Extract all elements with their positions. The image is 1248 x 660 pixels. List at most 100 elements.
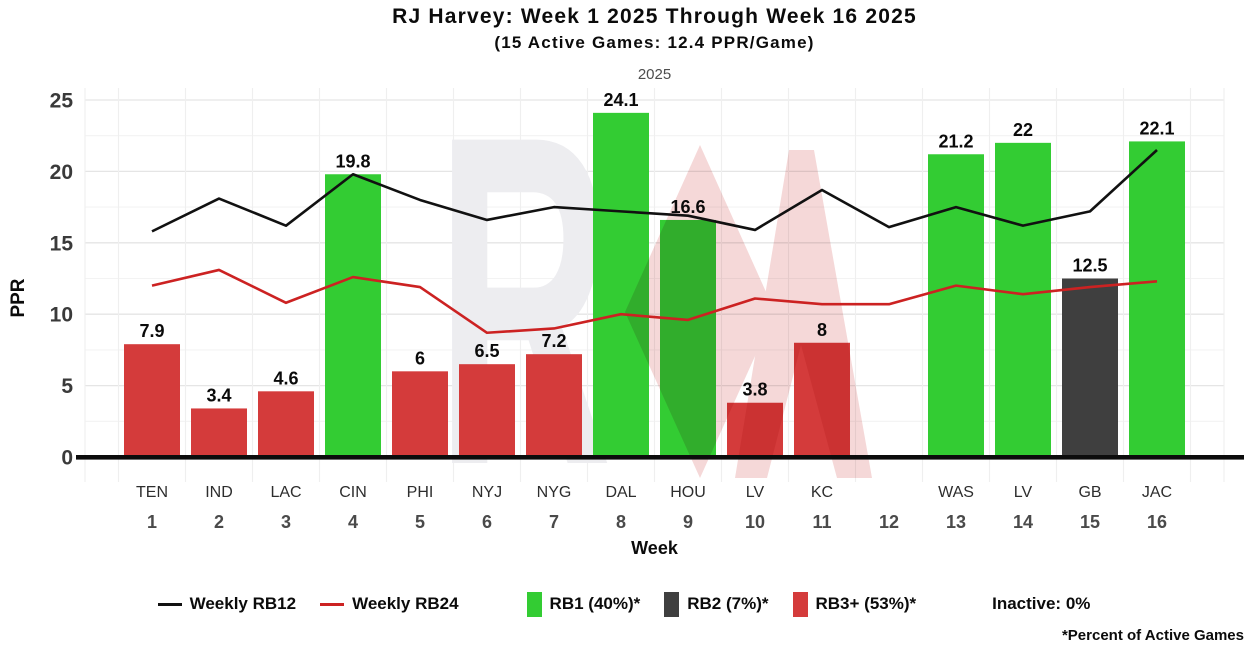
opponent-label-week-11: KC — [811, 484, 833, 501]
bar-week-14 — [995, 142, 1051, 457]
legend-item-rb2: RB2 (7%)* — [664, 591, 769, 617]
watermark-peak — [735, 150, 872, 478]
chart-subtitle: (15 Active Games: 12.4 PPR/Game) — [494, 33, 815, 52]
bar-label-week-7: 7.2 — [541, 331, 566, 351]
week-number-12: 12 — [879, 512, 899, 532]
bar-week-13 — [928, 154, 984, 457]
bar-week-15 — [1062, 278, 1118, 457]
bar-label-week-5: 6 — [415, 348, 425, 368]
bar-week-16 — [1129, 141, 1185, 458]
legend-item-inactive: Inactive: 0% — [992, 594, 1090, 614]
opponent-label-week-9: HOU — [670, 484, 706, 501]
y-tick-25: 25 — [50, 90, 74, 113]
bar-week-5 — [392, 371, 448, 457]
watermark-letter: R — [436, 39, 612, 563]
bar-label-week-8: 24.1 — [603, 90, 638, 110]
rb1-box-swatch — [526, 591, 542, 617]
week-number-10: 10 — [745, 512, 765, 532]
legend-label-weekly-rb12: Weekly RB12 — [189, 594, 297, 613]
bar-label-week-1: 7.9 — [139, 321, 164, 341]
rb12-line-swatch — [157, 602, 182, 606]
opponent-label-week-16: JAC — [1142, 484, 1172, 501]
bar-week-7 — [526, 354, 582, 457]
bar-week-3 — [258, 391, 314, 457]
watermark-diamond — [625, 145, 775, 478]
legend-label-inactive: Inactive: 0% — [992, 594, 1091, 613]
rb24-line — [151, 268, 1158, 335]
x-axis-line — [76, 455, 1244, 460]
bar-label-week-11: 8 — [817, 320, 827, 340]
bar-label-week-2: 3.4 — [206, 385, 231, 405]
opponent-label-week-5: PHI — [407, 484, 434, 501]
opponent-label-week-3: LAC — [270, 484, 301, 501]
bar-label-week-3: 4.6 — [273, 368, 298, 388]
week-number-5: 5 — [415, 512, 425, 532]
legend-item-rb3plus: RB3+ (53%)* — [792, 591, 917, 617]
opponent-label-week-10: LV — [746, 484, 765, 501]
week-number-15: 15 — [1080, 512, 1100, 532]
bar-label-week-10: 3.8 — [742, 380, 767, 400]
legend-label-rb3plus: RB3+ (53%)* — [815, 594, 917, 613]
bar-value-labels: 7.9 3.4 4.6 19.8 6 6.5 7.2 24.1 16.6 3.8 8 21.2 22 12… — [139, 90, 1174, 406]
y-tick-10: 10 — [50, 304, 73, 327]
week-number-13: 13 — [946, 512, 966, 532]
legend-item-rb1: RB1 (40%)* — [526, 591, 641, 617]
y-tick-15: 15 — [50, 232, 74, 255]
y-tick-0: 0 — [61, 447, 73, 470]
opponent-labels: TEN IND LAC CIN PHI NYJ NYG DAL HOU LV KC WAS LV GB JA… — [136, 484, 1172, 501]
bar-week-2 — [191, 408, 247, 457]
y-tick-5: 5 — [61, 375, 73, 398]
week-number-4: 4 — [348, 512, 358, 532]
bar-label-week-9: 16.6 — [670, 197, 705, 217]
opponent-label-week-6: NYJ — [472, 484, 502, 501]
week-number-16: 16 — [1147, 512, 1167, 532]
footnote: *Percent of Active Games — [1061, 627, 1244, 644]
opponent-label-week-1: TEN — [136, 484, 168, 501]
bar-week-1 — [124, 344, 180, 457]
week-number-8: 8 — [616, 512, 626, 532]
bar-week-6 — [459, 364, 515, 457]
legend-label-rb2: RB2 (7%)* — [687, 594, 769, 613]
opponent-label-week-2: IND — [205, 484, 233, 501]
legend-label-weekly-rb24: Weekly RB24 — [352, 594, 459, 613]
week-number-3: 3 — [281, 512, 291, 532]
bar-label-week-6: 6.5 — [474, 341, 499, 361]
watermark-r-glyph: R — [436, 39, 612, 563]
rb3plus-box-swatch — [792, 591, 808, 617]
x-axis-title: Week — [631, 538, 678, 558]
legend: Weekly RB12 Weekly RB24 RB1 (40%)* RB2 (… — [0, 588, 1248, 620]
week-number-1: 1 — [147, 512, 157, 532]
week-number-2: 2 — [214, 512, 224, 532]
bar-week-4 — [325, 174, 381, 458]
rb2-box-swatch — [664, 591, 680, 617]
bar-label-week-16: 22.1 — [1139, 118, 1174, 138]
bar-label-week-14: 22 — [1013, 120, 1033, 140]
plot-area: R 7.9 3.4 4.6 19.8 6 6.5 7.2 24.1 16.6 3.8 8 21.2 22 1… — [50, 39, 1244, 563]
legend-item-weekly-rb12: Weekly RB12 — [157, 594, 297, 614]
week-number-labels: 1 2 3 4 5 6 7 8 9 10 11 12 13 14 15 16 — [147, 512, 1167, 532]
chart-title: RJ Harvey: Week 1 2025 Through Week 16 2… — [392, 5, 917, 28]
opponent-label-week-8: DAL — [605, 484, 636, 501]
watermark-pink-shapes — [625, 145, 872, 478]
facet-label-2025: 2025 — [637, 66, 672, 83]
rb24-line-swatch — [320, 602, 345, 606]
bar-label-week-13: 21.2 — [938, 131, 973, 151]
bar-label-week-4: 19.8 — [335, 151, 370, 171]
opponent-label-week-15: GB — [1078, 484, 1101, 501]
week-number-9: 9 — [683, 512, 693, 532]
opponent-label-week-4: CIN — [339, 484, 367, 501]
opponent-label-week-7: NYG — [537, 484, 572, 501]
legend-item-weekly-rb24: Weekly RB24 — [320, 594, 459, 614]
y-tick-labels: 0 5 10 15 20 25 — [50, 90, 74, 470]
opponent-label-week-13: WAS — [938, 484, 974, 501]
y-tick-20: 20 — [50, 161, 73, 184]
week-number-14: 14 — [1013, 512, 1033, 532]
legend-label-rb1: RB1 (40%)* — [549, 594, 641, 613]
week-number-11: 11 — [812, 512, 831, 532]
week-number-7: 7 — [549, 512, 559, 532]
opponent-label-week-14: LV — [1014, 484, 1033, 501]
bar-label-week-15: 12.5 — [1072, 256, 1107, 276]
week-number-6: 6 — [482, 512, 492, 532]
rb12-line — [151, 149, 1158, 233]
